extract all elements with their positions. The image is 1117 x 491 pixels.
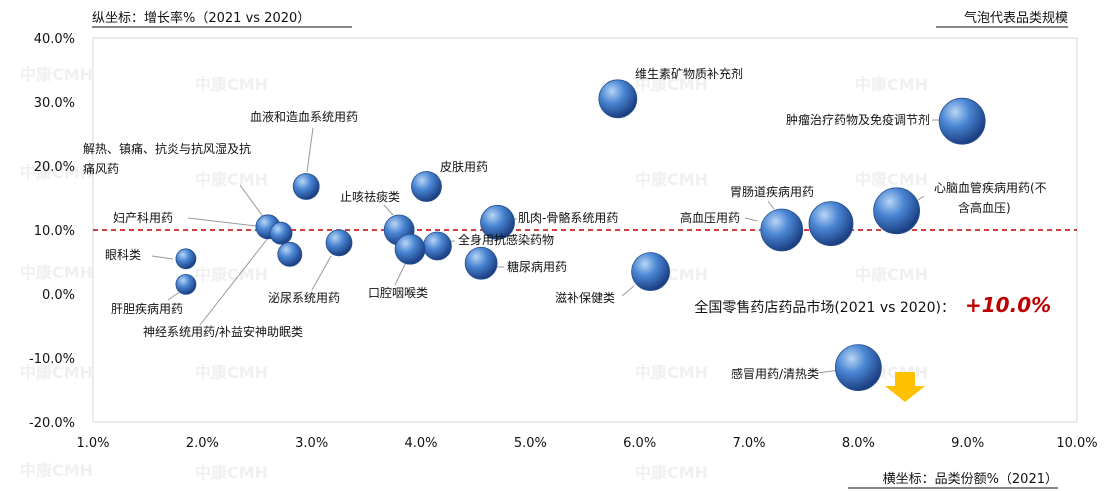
- watermark-15: 中康CMH: [20, 163, 93, 182]
- market-growth-note: 全国零售药店药品市场(2021 vs 2020)：: [694, 299, 955, 316]
- bubble-维生素矿物质补充剂: [598, 79, 638, 119]
- leader-line: [383, 204, 394, 216]
- bubble-label: 止咳祛痰类: [340, 189, 400, 204]
- bubble-血液和造血系统用药: [292, 173, 320, 200]
- bubble-unlabeled: [269, 221, 293, 245]
- bubble-神经系统用药/补益安神助眠类: [277, 241, 303, 267]
- y-tick-label: 10.0%: [34, 224, 75, 239]
- watermark-8: 中康CMH: [855, 265, 928, 284]
- bubble-全身用抗感染药物: [422, 231, 452, 261]
- bubble-糖尿病用药: [464, 246, 498, 280]
- bubble-label: 血液和造血系统用药: [250, 109, 358, 124]
- y-tick-label: 40.0%: [34, 32, 75, 47]
- watermark-2: 中康CMH: [855, 75, 928, 94]
- bubble-label: 泌尿系统用药: [268, 291, 340, 305]
- bubble-肿瘤治疗药物及免疫调节剂: [938, 97, 986, 145]
- bubble-肝胆疾病用药: [175, 273, 197, 295]
- bubble-label: 高血压用药: [680, 210, 740, 225]
- y-tick-label: -10.0%: [29, 352, 75, 367]
- bubble-label: 维生素矿物质补充剂: [635, 66, 743, 81]
- watermark-14: 中康CMH: [20, 65, 93, 84]
- bubble-label: 眼科类: [105, 248, 141, 262]
- watermark-4: 中康CMH: [635, 170, 708, 189]
- bubble-label: 神经系统用药/补益安神助眠类: [143, 324, 303, 339]
- watermark-17: 中康CMH: [20, 363, 93, 382]
- x-tick-label: 2.0%: [186, 436, 219, 451]
- bubble-label: 皮肤用药: [440, 159, 488, 174]
- bubble-胃肠道疾病用药: [760, 208, 804, 252]
- watermark-13: 中康CMH: [635, 463, 708, 482]
- x-tick-label: 4.0%: [404, 436, 437, 451]
- x-tick-label: 9.0%: [951, 436, 984, 451]
- x-tick-label: 3.0%: [295, 436, 328, 451]
- bubble-size-note: 气泡代表品类规模: [964, 10, 1068, 26]
- watermark-9: 中康CMH: [195, 363, 268, 382]
- bubble-label: 滋补保健类: [555, 291, 615, 305]
- y-axis-ticks: 40.0% 30.0% 20.0% 10.0% 0.0% -10.0% -20.0%: [29, 32, 75, 431]
- bubble-label: 肌肉-骨骼系统用药: [518, 210, 618, 225]
- x-tick-label: 10.0%: [1056, 436, 1097, 451]
- watermark-layer: 中康CMH 中康CMH 中康CMH 中康CMH 中康CMH 中康CMH 中康CMH 中康CMH…: [20, 65, 928, 482]
- watermark-16: 中康CMH: [20, 263, 93, 282]
- bubble-label: 胃肠道疾病用药: [730, 184, 814, 199]
- watermark-6: 中康CMH: [195, 265, 268, 284]
- bubble-口腔咽喉类: [394, 233, 426, 265]
- leader-line: [199, 237, 269, 326]
- x-tick-label: 6.0%: [623, 436, 656, 451]
- watermark-10: 中康CMH: [635, 363, 708, 382]
- bubble-series: [175, 79, 986, 392]
- leader-line: [306, 127, 314, 173]
- watermark-5: 中康CMH: [855, 170, 928, 189]
- bubble-label: 口腔咽喉类: [368, 285, 428, 300]
- x-tick-label: 5.0%: [514, 436, 547, 451]
- bubble-label: 解热、镇痛、抗炎与抗风湿及抗痛风药: [83, 141, 251, 176]
- x-tick-label: 8.0%: [842, 436, 875, 451]
- leader-line: [621, 285, 635, 297]
- bubble-label: 糖尿病用药: [507, 259, 567, 274]
- watermark-12: 中康CMH: [195, 463, 268, 482]
- bubble-高血压用药: [808, 201, 854, 247]
- decline-arrow-icon: [885, 372, 925, 402]
- bubble-label: 肝胆疾病用药: [111, 301, 183, 316]
- y-tick-label: -20.0%: [29, 416, 75, 431]
- bubble-label: 肿瘤治疗药物及免疫调节剂: [786, 112, 930, 127]
- leader-line: [744, 217, 758, 222]
- bubble-眼科类: [175, 248, 197, 270]
- leader-line: [151, 255, 174, 260]
- bubble-label: 全身用抗感染药物: [458, 232, 554, 247]
- watermark-0: 中康CMH: [195, 75, 268, 94]
- x-axis-ticks: 1.0% 2.0% 3.0% 4.0% 5.0% 6.0% 7.0% 8.0% 9.0% 10.0…: [76, 436, 1097, 451]
- watermark-3: 中康CMH: [195, 170, 268, 189]
- leader-line: [917, 195, 925, 201]
- bubble-label: 感冒用药/清热类: [731, 366, 819, 381]
- y-tick-label: 20.0%: [34, 160, 75, 175]
- bubble-label: 心脑血管疾病用药(不含高血压): [934, 180, 1047, 215]
- y-axis-title: 纵坐标：增长率%（2021 vs 2020）: [92, 10, 310, 26]
- market-growth-value: +10.0%: [965, 293, 1051, 317]
- y-tick-label: 30.0%: [34, 96, 75, 111]
- bubble-滋补保健类: [631, 252, 670, 292]
- watermark-18: 中康CMH: [20, 461, 93, 480]
- leader-line: [767, 200, 775, 210]
- leader-line: [311, 255, 332, 291]
- x-axis-title: 横坐标：品类份额%（2021）: [883, 472, 1058, 487]
- bubble-肌肉-骨骼系统用药: [480, 204, 515, 240]
- label-leader-lines: [151, 83, 942, 374]
- bubble-心脑血管疾病用药(不含高血压): [873, 187, 920, 235]
- bubble-label: 妇产科用药: [113, 211, 173, 225]
- watermark-1: 中康CMH: [635, 75, 708, 94]
- leader-line: [187, 217, 257, 227]
- x-tick-label: 7.0%: [732, 436, 765, 451]
- y-tick-label: 0.0%: [42, 288, 75, 303]
- bubble-泌尿系统用药: [325, 229, 353, 257]
- leader-line: [167, 290, 182, 301]
- bubble-感冒用药/清热类: [834, 344, 882, 392]
- bubble-皮肤用药: [411, 171, 442, 202]
- x-tick-label: 1.0%: [76, 436, 109, 451]
